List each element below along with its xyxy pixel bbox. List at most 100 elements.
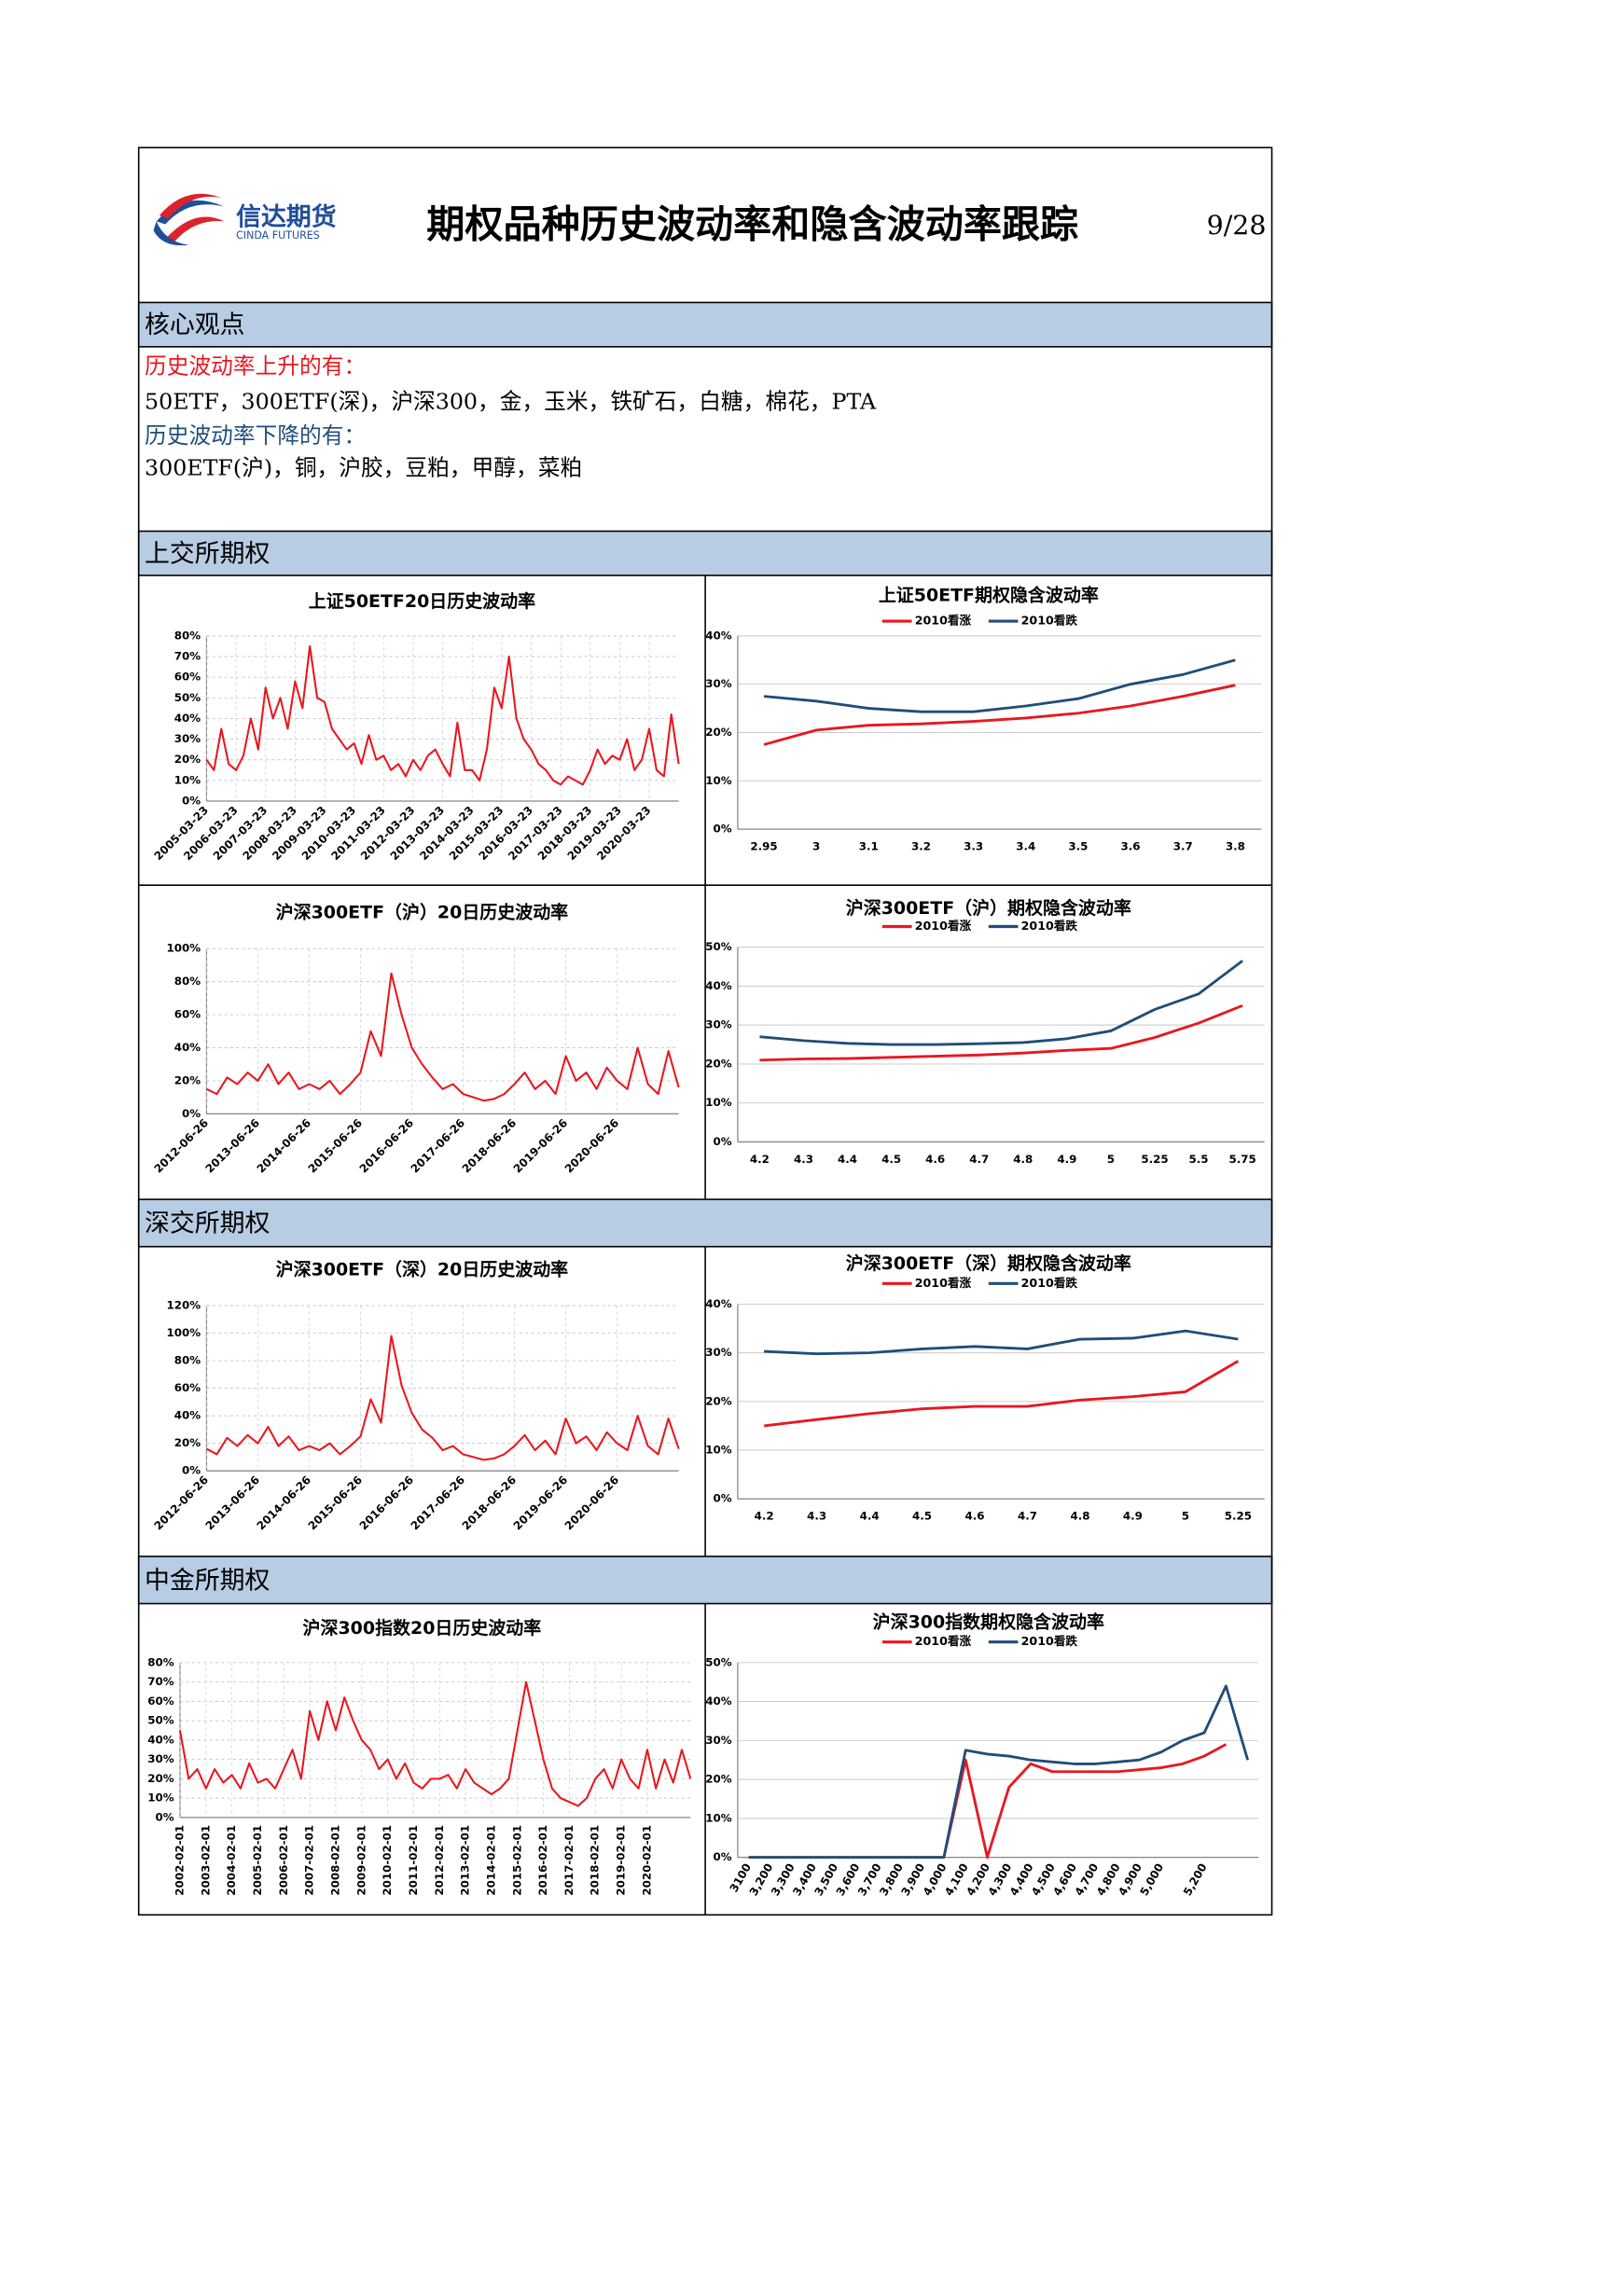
y-tick-label: 80%: [147, 1655, 174, 1668]
x-tick-label: 5.5: [1189, 1153, 1209, 1166]
series-line: [205, 644, 680, 786]
legend-label: 2010看涨: [915, 614, 972, 628]
series-line: [759, 960, 1243, 1046]
up-label: 历史波动率上升的有：: [145, 353, 366, 379]
x-tick-label: 3.6: [1121, 840, 1141, 853]
x-tick-label: 2009-02-01: [354, 1825, 368, 1896]
x-tick-label: 2002-02-01: [173, 1825, 186, 1896]
chart: 沪深300ETF（沪）期权隐含波动率 0% 10% 20% 30% 40% 50% 4.2 4.…: [705, 897, 1265, 1166]
y-tick-label: 50%: [174, 691, 201, 704]
x-tick-label: 2.95: [750, 840, 777, 853]
chart: 上证50ETF期权隐含波动率 0% 10% 20% 30% 40% 2.95 3 3.1 3.2 3…: [705, 585, 1262, 853]
y-tick-label: 0%: [713, 823, 731, 836]
y-tick-label: 10%: [147, 1791, 174, 1805]
y-tick-label: 60%: [174, 1381, 201, 1394]
y-tick-label: 50%: [147, 1714, 174, 1727]
x-tick-label: 2012-02-01: [433, 1825, 446, 1896]
section-heading: 深交所期权: [145, 1210, 270, 1238]
y-tick-label: 30%: [705, 1018, 732, 1031]
x-tick-label: 3.7: [1173, 840, 1193, 853]
section-heading: 上交所期权: [145, 539, 270, 568]
logo-mark: [159, 193, 222, 219]
y-tick-label: 0%: [182, 1107, 201, 1120]
x-tick-label: 5: [1107, 1153, 1115, 1166]
x-tick-label: 4.6: [925, 1153, 945, 1166]
x-tick-label: 5: [1182, 1510, 1189, 1523]
y-tick-label: 80%: [174, 975, 201, 988]
y-tick-label: 0%: [713, 1850, 731, 1863]
chart-title: 沪深300ETF（深）20日历史波动率: [276, 1259, 569, 1280]
y-tick-label: 10%: [705, 1811, 732, 1824]
x-tick-label: 2013-02-01: [459, 1825, 472, 1896]
logo-en: CINDA FUTURES: [236, 229, 320, 242]
x-tick-label: 2006-02-01: [277, 1825, 290, 1896]
x-tick-label: 4.2: [755, 1510, 774, 1523]
y-tick-label: 40%: [705, 1694, 732, 1708]
y-tick-label: 30%: [147, 1752, 174, 1765]
x-tick-label: 2019-02-01: [615, 1825, 628, 1896]
legend-label: 2010看跌: [1021, 1276, 1078, 1290]
y-tick-label: 20%: [705, 1394, 732, 1407]
x-tick-label: 3.3: [964, 840, 983, 853]
x-tick-label: 2016-02-01: [536, 1825, 549, 1896]
x-tick-label: 2004-02-01: [225, 1825, 238, 1896]
chart-title: 沪深300指数20日历史波动率: [303, 1617, 542, 1639]
chart-title: 沪深300ETF（沪）期权隐含波动率: [846, 897, 1131, 919]
x-tick-label: 5.25: [1141, 1153, 1168, 1166]
down-label: 历史波动率下降的有：: [145, 422, 366, 449]
x-tick-label: 2011-02-01: [407, 1825, 420, 1896]
x-tick-label: 3: [812, 840, 820, 853]
series-line: [205, 1335, 680, 1461]
y-tick-label: 30%: [705, 1734, 732, 1747]
chart-title: 沪深300ETF（深）期权隐含波动率: [846, 1252, 1131, 1274]
y-tick-label: 10%: [174, 773, 201, 786]
legend-label: 2010看涨: [915, 919, 972, 933]
logo-cn: 信达期货: [236, 202, 337, 232]
x-tick-label: 2015-02-01: [510, 1825, 523, 1896]
x-tick-label: 4.3: [794, 1153, 813, 1166]
y-tick-label: 40%: [705, 1297, 732, 1310]
x-tick-label: 4.3: [807, 1510, 826, 1523]
x-tick-label: 4.9: [1123, 1510, 1143, 1523]
series-line: [748, 1684, 1250, 1860]
chart: 沪深300ETF（深）期权隐含波动率 0% 10% 20% 30% 40% 4.2 4.3 4.…: [705, 1252, 1265, 1523]
page-title: 期权品种历史波动率和隐含波动率跟踪: [426, 202, 1078, 247]
logo-mark: [165, 216, 225, 242]
y-tick-label: 0%: [182, 795, 201, 808]
x-tick-label: 5.25: [1225, 1510, 1252, 1523]
x-tick-label: 4.7: [1018, 1510, 1037, 1523]
logo-mark: [153, 221, 189, 246]
y-tick-label: 40%: [174, 1409, 201, 1422]
series-line: [763, 684, 1236, 746]
x-tick-label: 2017-02-01: [562, 1825, 576, 1896]
x-tick-label: 4.8: [1013, 1153, 1033, 1166]
legend-label: 2010看跌: [1021, 1634, 1078, 1648]
chart-title: 沪深300指数期权隐含波动率: [873, 1611, 1104, 1633]
x-tick-label: 3.1: [859, 840, 879, 853]
y-tick-label: 40%: [705, 979, 732, 992]
x-tick-label: 4.2: [750, 1153, 770, 1166]
x-tick-label: 2003-02-01: [199, 1825, 212, 1896]
y-tick-label: 20%: [705, 1057, 732, 1070]
series-line: [763, 1360, 1240, 1428]
section-heading: 中金所期权: [145, 1566, 270, 1595]
series-line: [763, 658, 1236, 713]
legend-label: 2010看涨: [915, 1276, 972, 1290]
y-tick-label: 60%: [147, 1694, 174, 1708]
x-tick-label: 5.75: [1228, 1153, 1255, 1166]
x-tick-label: 2020-02-01: [640, 1825, 653, 1896]
y-tick-label: 50%: [705, 940, 732, 953]
y-tick-label: 30%: [705, 677, 732, 690]
x-tick-label: 4.7: [969, 1153, 989, 1166]
x-tick-label: 3.2: [911, 840, 931, 853]
x-tick-label: 4.4: [838, 1153, 857, 1166]
x-tick-label: 4.6: [965, 1510, 985, 1523]
y-tick-label: 120%: [166, 1299, 201, 1312]
y-tick-label: 0%: [713, 1492, 731, 1505]
x-tick-label: 3.8: [1226, 840, 1245, 853]
x-tick-label: 2005-02-01: [251, 1825, 264, 1896]
y-tick-label: 40%: [147, 1733, 174, 1746]
x-tick-label: 4.4: [860, 1510, 880, 1523]
chart-title: 上证50ETF期权隐含波动率: [879, 585, 1099, 606]
